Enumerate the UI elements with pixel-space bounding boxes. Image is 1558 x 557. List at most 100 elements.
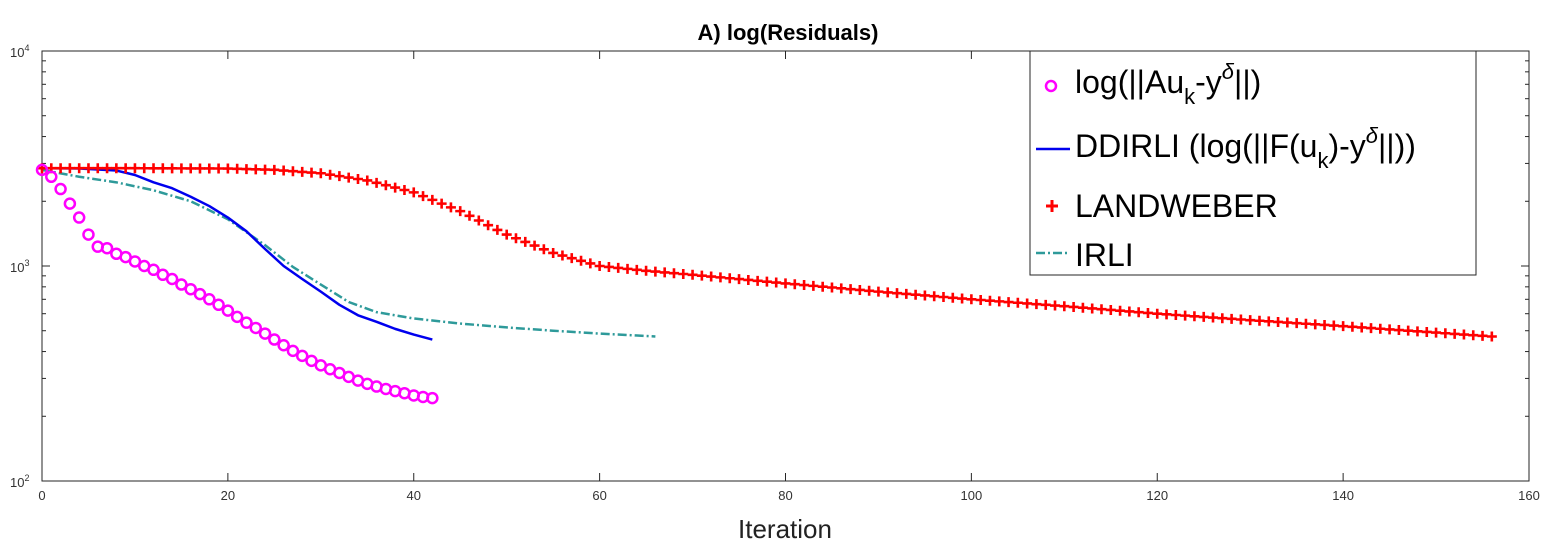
series-point-landweber (1031, 299, 1042, 310)
series-point-au (268, 333, 281, 346)
series-point-landweber (706, 271, 717, 282)
series-point-au (203, 293, 216, 306)
x-tick-label: 60 (592, 488, 606, 503)
series-point-au (45, 170, 58, 184)
series-point-landweber (269, 164, 280, 175)
series-point-landweber (947, 292, 958, 303)
series-point-au (63, 197, 77, 210)
series-point-landweber (836, 283, 847, 294)
legend-label-ddirli: DDIRLI (log(||F(uk)-yδ||)) (1075, 123, 1416, 173)
series-point-au (426, 391, 439, 405)
series-point-landweber (325, 169, 336, 180)
series-point-landweber (1142, 307, 1153, 318)
series-point-landweber (418, 191, 429, 202)
x-tick-label: 140 (1332, 488, 1354, 503)
series-point-landweber (594, 261, 605, 271)
series-point-landweber (455, 206, 466, 217)
series-point-au (100, 241, 114, 255)
series-point-au (35, 163, 49, 177)
series-point-landweber (287, 166, 298, 177)
series-point-landweber (631, 264, 642, 275)
series-point-landweber (1347, 321, 1358, 332)
series-point-au (230, 310, 244, 324)
x-tick-label: 100 (961, 488, 983, 503)
x-tick-label: 20 (221, 488, 235, 503)
legend-label-irli: IRLI (1075, 237, 1134, 273)
series-point-au (82, 228, 95, 241)
series-point-landweber (799, 280, 810, 291)
series-point-landweber (464, 210, 475, 221)
series-point-landweber (362, 175, 373, 186)
y-axis: 102 103 104 (10, 43, 1529, 490)
series-point-landweber (826, 282, 837, 293)
series-point-landweber (938, 292, 949, 302)
series-point-landweber (1421, 326, 1432, 337)
series-point-au (249, 321, 263, 335)
series-point-au (147, 263, 160, 277)
series-point-landweber (1022, 298, 1033, 309)
series-point-landweber (761, 276, 772, 287)
x-tick-label: 40 (407, 488, 421, 503)
series-point-landweber (473, 215, 484, 226)
series-point-landweber (139, 163, 150, 174)
series-point-landweber (1180, 310, 1191, 321)
series-point-landweber (1440, 328, 1451, 339)
series-point-landweber (1040, 299, 1051, 310)
series-point-landweber (724, 273, 735, 284)
series-point-landweber (1486, 331, 1497, 342)
series-point-landweber (92, 163, 103, 174)
series-point-landweber (1338, 321, 1349, 332)
series-point-landweber (734, 274, 745, 285)
series-point-landweber (1105, 304, 1116, 315)
x-axis: 0 20 40 60 80 100 120 140 160 (38, 51, 1540, 503)
legend-item-irli: IRLI (1036, 237, 1134, 273)
series-point-landweber (1477, 330, 1488, 341)
series-point-landweber (483, 220, 494, 231)
series-point-landweber (1282, 317, 1293, 328)
series-point-landweber (892, 288, 903, 299)
series-point-landweber (1449, 328, 1460, 339)
series-point-landweber (194, 163, 205, 174)
series-point-landweber (436, 198, 447, 209)
series-point-landweber (83, 163, 94, 174)
series-point-landweber (1245, 315, 1256, 326)
series-point-landweber (854, 284, 865, 295)
series-point-landweber (185, 163, 196, 174)
series-point-landweber (74, 163, 85, 174)
series-point-landweber (650, 266, 661, 277)
series-point-landweber (1068, 301, 1079, 312)
legend-item-ddirli: DDIRLI (log(||F(uk)-yδ||)) (1036, 123, 1416, 173)
series-point-landweber (957, 293, 968, 304)
series-point-landweber (1226, 313, 1237, 324)
series-point-landweber (380, 180, 391, 191)
series-point-landweber (1050, 300, 1061, 311)
series-point-landweber (1170, 309, 1181, 320)
series-point-landweber (1087, 303, 1098, 314)
series-point-landweber (352, 174, 363, 185)
series-point-au (240, 316, 253, 329)
series-point-au (184, 282, 197, 296)
series-point-landweber (1412, 326, 1423, 337)
series-point-landweber (910, 289, 921, 300)
series-point-landweber (1375, 323, 1386, 334)
series-point-landweber (1115, 305, 1126, 316)
series-point-landweber (371, 177, 382, 188)
series-point-landweber (1235, 314, 1246, 325)
series-point-landweber (548, 247, 559, 258)
series-point-landweber (1300, 318, 1311, 329)
x-tick-label: 160 (1518, 488, 1540, 503)
series-point-landweber (167, 163, 178, 174)
series-point-landweber (1319, 319, 1330, 330)
series-point-landweber (687, 269, 698, 280)
series-point-landweber (250, 164, 261, 175)
series-point-landweber (334, 171, 345, 182)
series-point-landweber (1059, 301, 1070, 312)
series-point-landweber (966, 294, 977, 305)
series-point-landweber (659, 267, 670, 278)
series-point-au (193, 287, 207, 301)
series-point-au (277, 338, 290, 352)
series-point-landweber (1133, 307, 1144, 318)
series-point-landweber (399, 184, 410, 195)
series-point-landweber (111, 163, 122, 174)
series-point-landweber (1254, 315, 1265, 326)
